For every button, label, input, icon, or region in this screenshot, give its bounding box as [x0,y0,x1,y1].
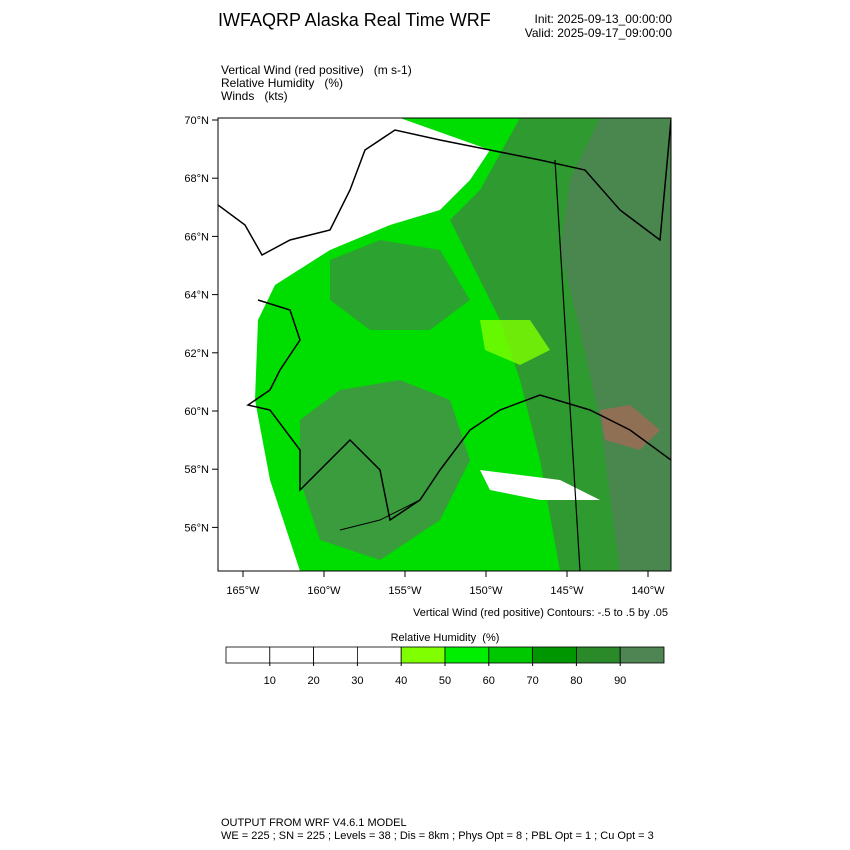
map [217,117,672,572]
lon-label: 140°W [631,585,665,597]
lat-label: 68°N [184,173,209,185]
colorbar-tick-label: 70 [526,675,538,687]
field-label: Vertical Wind (red positive) (m s-1) [221,63,412,77]
lat-label: 62°N [184,348,209,360]
lat-label: 64°N [184,290,209,302]
lon-label: 165°W [226,585,260,597]
colorbar-box [576,646,621,664]
lat-label: 56°N [184,522,209,534]
init-time: Init: 2025-09-13_00:00:00 [535,12,673,26]
contour-note: Vertical Wind (red positive) Contours: -… [413,607,668,619]
title: IWFAQRP Alaska Real Time WRF [218,10,491,30]
colorbar-title: Relative Humidity (%) [391,632,500,644]
colorbar-tick-label: 10 [264,675,276,687]
lat-label: 60°N [184,406,209,418]
colorbar-box [269,646,314,664]
lon-labels: 165°W 160°W 155°W 150°W 145°W 140°W [226,571,665,597]
lon-label: 155°W [388,585,422,597]
lat-label: 66°N [184,231,209,243]
colorbar-box [619,646,665,664]
colorbar-box [356,646,402,664]
colorbar-tick-label: 30 [351,675,363,687]
colorbar-tick-label: 90 [614,675,626,687]
colorbar-box [444,646,490,664]
field-label: Winds (kts) [221,89,288,103]
colorbar-tick-label: 20 [307,675,319,687]
lat-label: 70°N [184,115,209,127]
lon-label: 160°W [307,585,341,597]
valid-time: Valid: 2025-09-17_09:00:00 [525,26,673,40]
colorbar-box [400,646,446,664]
colorbar-tick-label: 40 [395,675,407,687]
lon-label: 150°W [469,585,503,597]
colorbar-tick-label: 60 [483,675,495,687]
colorbar-box [488,646,533,664]
colorbar: 10 20 30 40 50 60 70 80 90 [225,646,665,687]
footer-line: WE = 225 ; SN = 225 ; Levels = 38 ; Dis … [221,830,654,842]
lat-labels: 70°N 68°N 66°N 64°N 62°N 60°N 58°N 56°N [184,115,218,534]
lon-label: 145°W [550,585,584,597]
field-label: Relative Humidity (%) [221,76,343,90]
colorbar-tick-label: 80 [570,675,582,687]
colorbar-tick-label: 50 [439,675,451,687]
lat-label: 58°N [184,464,209,476]
colorbar-box [313,646,358,664]
colorbar-box [532,646,577,664]
colorbar-box [225,646,271,664]
footer-line: OUTPUT FROM WRF V4.6.1 MODEL [221,817,407,829]
